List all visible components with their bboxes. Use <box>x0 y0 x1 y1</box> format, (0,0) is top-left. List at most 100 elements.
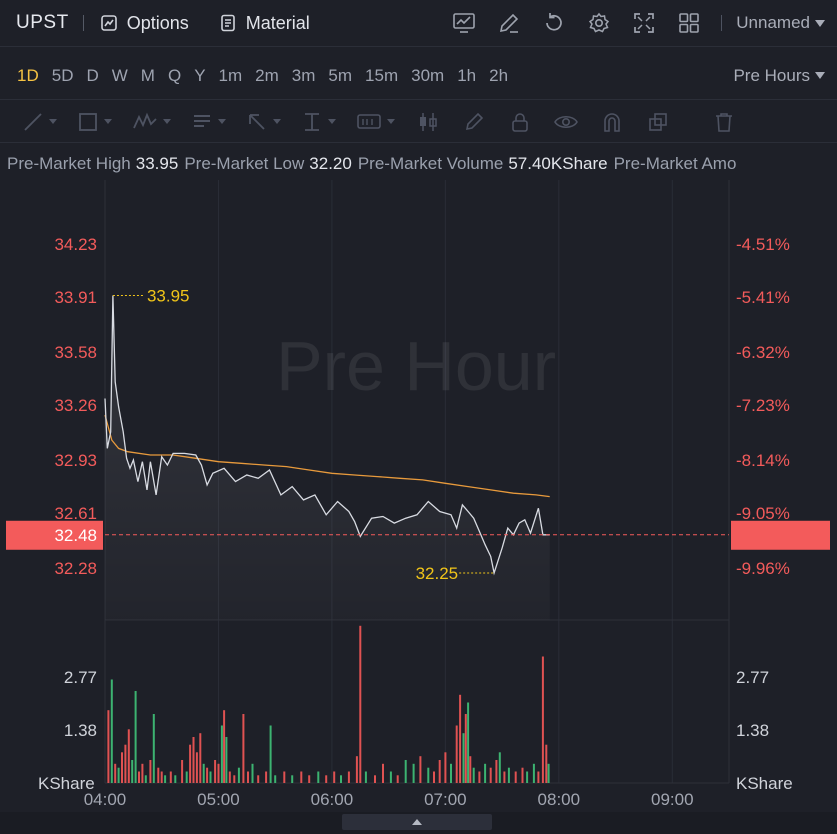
x-tick-label: 08:00 <box>538 790 581 809</box>
period-tab[interactable]: W <box>111 65 128 85</box>
period-tab[interactable]: 5D <box>51 65 74 85</box>
trash-icon[interactable] <box>711 109 737 135</box>
price-tick-label: 33.58 <box>54 343 97 362</box>
volume-bar <box>467 702 470 783</box>
text-tool-icon[interactable] <box>191 111 226 133</box>
chevron-up-icon[interactable] <box>412 819 422 825</box>
volume-bar <box>374 775 376 783</box>
low-annotation: 32.25 <box>416 564 459 583</box>
volume-bar <box>389 771 392 783</box>
volume-bar <box>117 767 120 783</box>
chart-icon[interactable] <box>452 11 476 35</box>
time-scroller[interactable] <box>0 812 837 834</box>
price-tick-label: 32.28 <box>54 559 97 578</box>
volume-bar <box>206 767 209 783</box>
period-bar: 1D 5D D W M Q Y 1m 2m 3m 5m 15m 30m 1h 2… <box>0 52 837 100</box>
stat-value: 33.95 <box>135 154 179 173</box>
options-button[interactable]: Options <box>100 13 189 34</box>
period-tab[interactable]: 2h <box>489 65 509 85</box>
volume-bar <box>541 656 544 783</box>
layers-icon[interactable] <box>645 109 671 135</box>
volume-bar <box>478 771 481 783</box>
percent-tick-label: -6.32% <box>736 343 790 362</box>
period-tab[interactable]: 5m <box>328 65 353 85</box>
percent-tick-label: -8.14% <box>736 451 790 470</box>
volume-bar <box>174 775 177 783</box>
stat-label: Pre-Market High <box>7 154 131 173</box>
fullscreen-icon[interactable] <box>632 11 656 35</box>
gear-icon[interactable] <box>587 11 611 35</box>
period-tab[interactable]: 2m <box>255 65 279 85</box>
symbol-label[interactable]: UPST <box>16 12 69 33</box>
volume-unit-label: KShare <box>736 774 793 793</box>
refresh-icon[interactable] <box>542 11 566 35</box>
volume-bar <box>225 737 228 783</box>
price-label-tool-icon[interactable] <box>356 111 395 133</box>
pattern-tool-icon[interactable] <box>132 111 171 133</box>
lock-icon[interactable] <box>507 109 533 135</box>
volume-bar <box>495 760 498 783</box>
grid-icon[interactable] <box>677 11 701 35</box>
volume-bar <box>489 767 492 783</box>
volume-bar <box>149 760 152 783</box>
options-icon <box>100 15 117 31</box>
volume-bar <box>364 771 367 783</box>
magnet-icon[interactable] <box>599 109 625 135</box>
period-tab[interactable]: 15m <box>365 65 399 85</box>
premarket-stats: Pre-Market High 33.95 Pre-Market Low 32.… <box>0 150 837 178</box>
candle-tool-icon[interactable] <box>415 109 441 135</box>
volume-bar <box>160 771 163 783</box>
volume-bar <box>427 767 430 783</box>
volume-tick-label: 2.77 <box>736 668 769 687</box>
volume-bar <box>514 771 517 783</box>
volume-bar <box>185 771 188 783</box>
period-tab[interactable]: 30m <box>411 65 445 85</box>
x-tick-label: 07:00 <box>424 790 467 809</box>
volume-bar <box>459 694 462 783</box>
rectangle-tool-icon[interactable] <box>77 111 112 133</box>
volume-bar <box>114 763 117 783</box>
period-tab[interactable]: Y <box>194 65 206 85</box>
line-tool-icon[interactable] <box>22 111 57 133</box>
period-tab[interactable]: M <box>140 65 155 85</box>
period-tab[interactable]: 1h <box>457 65 477 85</box>
volume-unit-label: KShare <box>38 774 95 793</box>
percent-tick-label: -9.05% <box>736 504 790 523</box>
period-tab[interactable]: 1m <box>218 65 243 85</box>
period-tab[interactable]: Q <box>167 65 182 85</box>
volume-bar <box>157 767 160 783</box>
volume-bar <box>169 771 172 783</box>
volume-bar <box>141 763 144 783</box>
material-button[interactable]: Material <box>219 13 310 34</box>
volume-bar <box>359 625 362 783</box>
volume-bar <box>199 733 202 783</box>
volume-bar <box>308 775 311 783</box>
volume-bar <box>181 760 184 783</box>
arrow-tool-icon[interactable] <box>246 111 281 133</box>
volume-bar <box>532 763 535 783</box>
price-chart[interactable]: Pre Hour 33.95 32.25 04:00 05:00 06:00 07:00… <box>0 180 837 820</box>
measure-tool-icon[interactable] <box>301 111 336 133</box>
period-tab[interactable]: D <box>86 65 99 85</box>
edit-icon[interactable] <box>497 11 521 35</box>
period-tab[interactable]: 1D <box>17 65 39 85</box>
volume-bar <box>333 771 336 783</box>
x-tick-label: 09:00 <box>651 790 694 809</box>
session-dropdown[interactable]: Pre Hours <box>733 66 825 86</box>
x-tick-label: 05:00 <box>197 790 240 809</box>
layout-dropdown[interactable]: Unnamed <box>736 13 825 33</box>
period-tab[interactable]: 3m <box>291 65 316 85</box>
volume-bar <box>433 771 435 783</box>
volume-bar <box>134 691 137 783</box>
stat-value: 57.40KShare <box>508 154 608 173</box>
percent-tick-label: -9.96% <box>736 559 790 578</box>
volume-tick-label: 2.77 <box>64 668 97 687</box>
volume-bar <box>462 733 465 783</box>
volume-bar <box>455 725 458 783</box>
stat-label: Pre-Market Low <box>184 154 305 173</box>
watermark: Pre Hour <box>276 327 556 405</box>
volume-bar <box>220 725 223 783</box>
eye-icon[interactable] <box>553 109 579 135</box>
chevron-down-icon <box>815 72 825 79</box>
pencil-icon[interactable] <box>461 109 487 135</box>
